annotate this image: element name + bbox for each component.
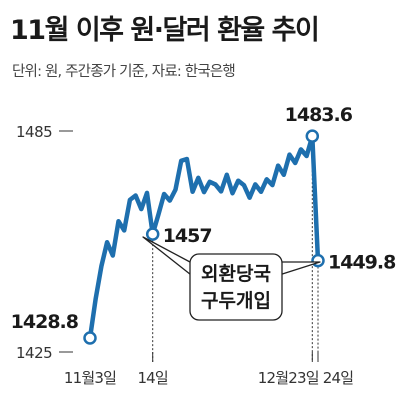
data-label: 1428.8 — [11, 311, 79, 333]
callout-box — [189, 253, 283, 321]
annotation-callout: 외환당국 구두개입 — [142, 236, 321, 321]
data-label: 1483.6 — [285, 104, 353, 126]
y-tick-label: 1485 — [16, 123, 52, 141]
callout-line-1: 외환당국 — [201, 263, 271, 285]
chart-title: 11월 이후 원·달러 환율 추이 — [10, 15, 320, 46]
y-tick-label: 1425 — [16, 344, 52, 362]
series-line — [87, 133, 321, 341]
data-label: 1457 — [163, 225, 212, 247]
x-tick-label: 12월23일 — [258, 369, 319, 387]
data-label: 1449.8 — [328, 252, 396, 274]
x-tick-label: 11월3일 — [64, 369, 116, 387]
chart-subtitle: 단위: 원, 주간종가 기준, 자료: 한국은행 — [12, 64, 236, 80]
callout-line-2: 구두개입 — [201, 290, 271, 312]
x-tick-label: 24일 — [323, 369, 354, 387]
data-point-marker — [305, 129, 320, 143]
data-point-marker — [83, 331, 97, 345]
data-point-marker — [145, 227, 160, 241]
x-tick-label: 14일 — [137, 369, 168, 387]
